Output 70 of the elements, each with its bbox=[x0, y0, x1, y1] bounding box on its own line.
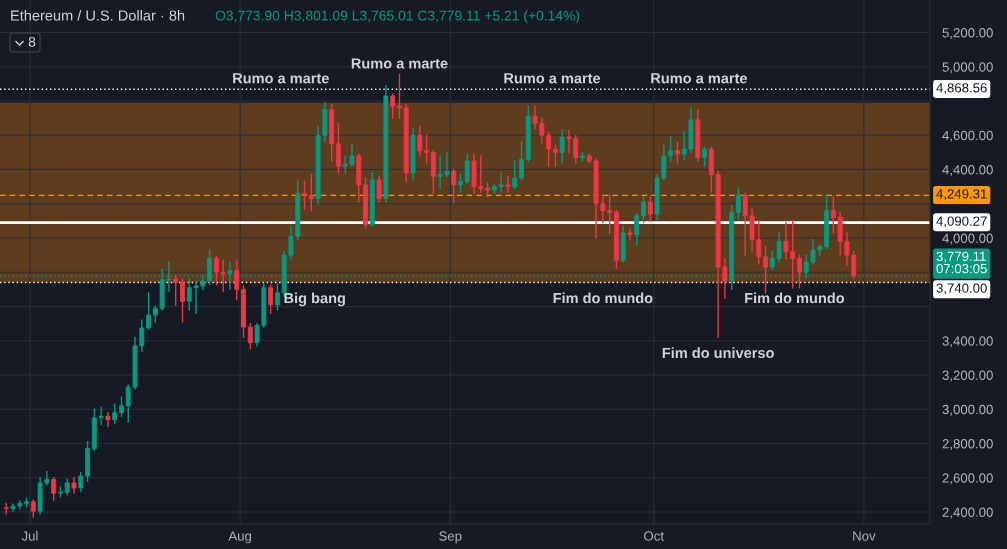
ref-line-label: 4,090.27 bbox=[936, 216, 987, 228]
y-tick-label: 2,400.00 bbox=[942, 507, 993, 519]
annotation: Rumo a marte bbox=[651, 73, 748, 84]
candlestick bbox=[268, 284, 274, 315]
text: Ethereum / U.S. Dollar · 8h bbox=[11, 10, 185, 21]
y-tick-label: 2,800.00 bbox=[942, 439, 993, 450]
candlestick bbox=[519, 141, 524, 181]
candlestick bbox=[552, 144, 558, 167]
annotation: Fim do mundo bbox=[553, 292, 653, 304]
annotation: Big bang bbox=[284, 292, 345, 307]
candlestick bbox=[397, 73, 402, 119]
candlestick bbox=[376, 175, 382, 203]
candlestick bbox=[302, 180, 307, 210]
candlestick bbox=[417, 126, 423, 157]
ref-line-label: 3,740.00 bbox=[936, 283, 987, 295]
y-tick-label: 5,000.00 bbox=[942, 62, 993, 74]
candlestick bbox=[464, 153, 470, 184]
candlestick bbox=[234, 259, 240, 301]
candlestick bbox=[105, 411, 111, 428]
candlestick bbox=[180, 278, 185, 323]
candlestick bbox=[390, 93, 396, 119]
candlestick bbox=[173, 275, 179, 306]
candlestick bbox=[308, 173, 314, 212]
candlestick bbox=[424, 134, 430, 164]
y-tick-label: 3,400.00 bbox=[942, 336, 993, 348]
candlestick bbox=[51, 477, 57, 501]
x-tick-label: Oct bbox=[644, 531, 664, 541]
candlestick bbox=[647, 196, 653, 222]
annotation: Rumo a marte bbox=[233, 73, 329, 84]
ref-line-label: 4,249.31 bbox=[936, 189, 987, 201]
y-tick-label: 2,600.00 bbox=[942, 473, 993, 485]
candlestick bbox=[512, 160, 518, 190]
candlestick bbox=[627, 228, 633, 241]
annotation: 8 bbox=[28, 36, 36, 47]
annotation: Fim do mundo bbox=[745, 292, 845, 304]
x-tick-label: Sep bbox=[439, 531, 462, 544]
candlestick bbox=[78, 471, 84, 493]
candlestick bbox=[674, 141, 680, 164]
text: O3,773.90 H3,801.09 L3,765.01 C3,779.11 +5.21 (+0.14%) bbox=[215, 10, 580, 24]
candlestick bbox=[559, 129, 565, 164]
candlestick bbox=[763, 245, 769, 294]
y-tick-label: 4,400.00 bbox=[942, 165, 993, 176]
candlestick bbox=[112, 403, 118, 424]
y-tick-label: 3,000.00 bbox=[942, 404, 993, 416]
candlestick bbox=[430, 149, 436, 195]
candlestick bbox=[736, 187, 741, 220]
candlestick bbox=[634, 213, 640, 246]
candlestick bbox=[247, 322, 253, 350]
annotation: Rumo a marte bbox=[504, 73, 601, 84]
y-tick-label: 3,200.00 bbox=[942, 370, 993, 382]
candlestick bbox=[119, 396, 124, 417]
candlestick bbox=[702, 146, 708, 167]
y-tick-label: 4,600.00 bbox=[942, 130, 993, 142]
candlestick bbox=[335, 122, 341, 174]
candlestick bbox=[274, 283, 280, 311]
candlestick bbox=[227, 261, 233, 291]
annotation: Rumo a marte bbox=[351, 58, 448, 69]
x-tick-label: Aug bbox=[228, 531, 252, 544]
ref-line-label: 3,779.11 07:03:05 bbox=[936, 251, 987, 274]
candlestick bbox=[71, 477, 77, 494]
candlestick bbox=[641, 196, 646, 224]
y-tick-label: 5,200.00 bbox=[942, 28, 993, 40]
candlestick bbox=[451, 168, 457, 204]
ref-line-label: 4,868.56 bbox=[936, 83, 987, 95]
candlestick bbox=[505, 175, 511, 193]
y-tick-label: 4,000.00 bbox=[942, 233, 993, 245]
annotation: Fim do universo bbox=[662, 347, 774, 359]
x-tick-label: Nov bbox=[853, 531, 876, 541]
candlestick bbox=[797, 254, 802, 289]
x-tick-label: Jul bbox=[21, 531, 38, 541]
